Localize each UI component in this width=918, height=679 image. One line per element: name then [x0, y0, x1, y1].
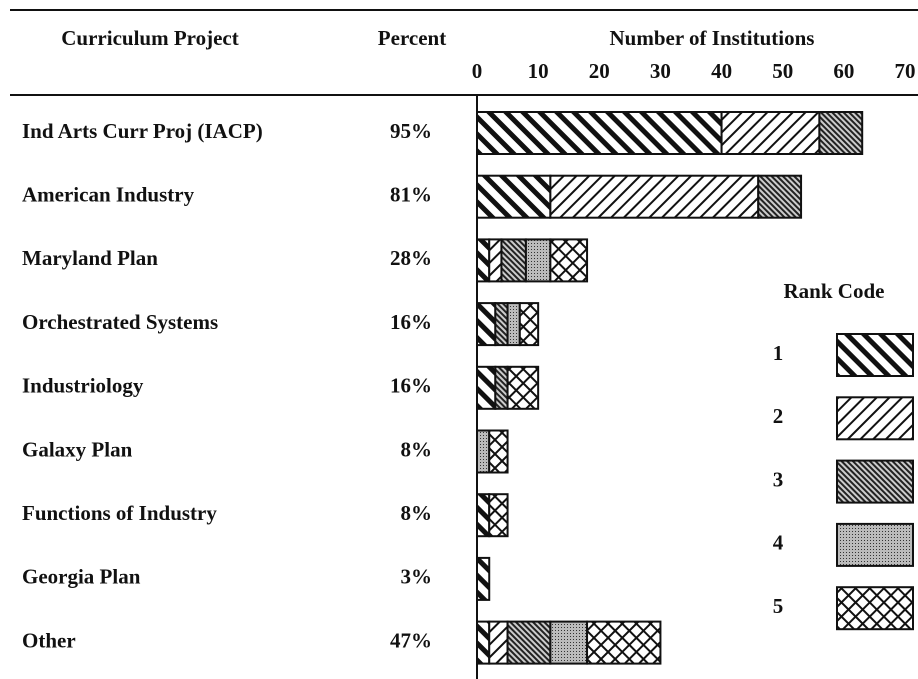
- bar-segment: [476, 493, 491, 538]
- bar-segment: [524, 238, 552, 283]
- column-title: Percent: [378, 26, 446, 50]
- category-label: Functions of Industry: [22, 501, 217, 525]
- bar-segment: [720, 111, 821, 155]
- bar-segment: [757, 174, 803, 219]
- legend-label: 4: [773, 531, 784, 555]
- category-label: American Industry: [22, 183, 195, 207]
- legend-label: 1: [773, 341, 784, 365]
- bar-segment: [488, 429, 509, 474]
- legend-swatch: [836, 396, 914, 441]
- legend-label: 3: [773, 467, 784, 491]
- x-tick-label: 70: [895, 59, 916, 83]
- bar-segment: [476, 174, 552, 219]
- percent-label: 81%: [390, 183, 432, 207]
- bar-segment: [476, 620, 491, 665]
- percent-label: 28%: [390, 246, 432, 270]
- legend-swatch: [836, 522, 914, 567]
- x-tick-label: 30: [650, 59, 671, 83]
- bar-segment: [506, 302, 521, 347]
- legend-title: Rank Code: [784, 279, 885, 303]
- category-label: Galaxy Plan: [22, 437, 133, 461]
- bar-segment: [549, 620, 589, 665]
- category-label: Ind Arts Curr Proj (IACP): [22, 119, 263, 143]
- x-tick-label: 20: [589, 59, 610, 83]
- legend-label: 2: [773, 404, 784, 428]
- bar-segment: [518, 302, 540, 347]
- bar-segment: [586, 620, 662, 665]
- x-tick-label: 40: [711, 59, 732, 83]
- bar-segment: [549, 174, 760, 219]
- bar-segment: [549, 238, 589, 283]
- category-label: Georgia Plan: [22, 565, 141, 589]
- bar-segment: [488, 493, 509, 538]
- category-label: Industriology: [22, 374, 144, 398]
- percent-label: 16%: [390, 310, 432, 334]
- percent-label: 95%: [390, 119, 432, 143]
- category-label: Maryland Plan: [22, 246, 158, 270]
- percent-label: 8%: [401, 501, 433, 525]
- legend-label: 5: [773, 594, 784, 618]
- percent-label: 3%: [401, 565, 433, 589]
- category-label: Other: [22, 628, 76, 652]
- x-tick-label: 10: [528, 59, 549, 83]
- bar-segment: [476, 429, 491, 474]
- x-tick-label: 50: [772, 59, 793, 83]
- category-label: Orchestrated Systems: [22, 310, 218, 334]
- legend-swatch: [836, 459, 914, 504]
- bar-segment: [818, 111, 864, 155]
- bar-segment: [488, 238, 503, 283]
- bar-segment: [488, 620, 509, 665]
- percent-label: 16%: [390, 374, 432, 398]
- x-tick-label: 0: [472, 59, 483, 83]
- column-title: Curriculum Project: [61, 26, 238, 50]
- bar-segment: [494, 365, 509, 410]
- percent-label: 8%: [401, 437, 433, 461]
- bar-segment: [500, 238, 527, 283]
- bar-segment: [476, 556, 491, 601]
- percent-label: 47%: [390, 628, 432, 652]
- bar-segment: [476, 365, 497, 410]
- bar-segment: [506, 620, 552, 665]
- x-tick-label: 60: [833, 59, 854, 83]
- legend-swatch: [836, 333, 914, 377]
- bar-segment: [494, 302, 509, 347]
- bar-segment: [476, 302, 497, 347]
- legend-swatch: [836, 586, 914, 631]
- bar-segment: [476, 238, 491, 283]
- bar-segment: [476, 111, 723, 155]
- bar-segment: [506, 365, 540, 410]
- x-axis-title: Number of Institutions: [610, 26, 815, 50]
